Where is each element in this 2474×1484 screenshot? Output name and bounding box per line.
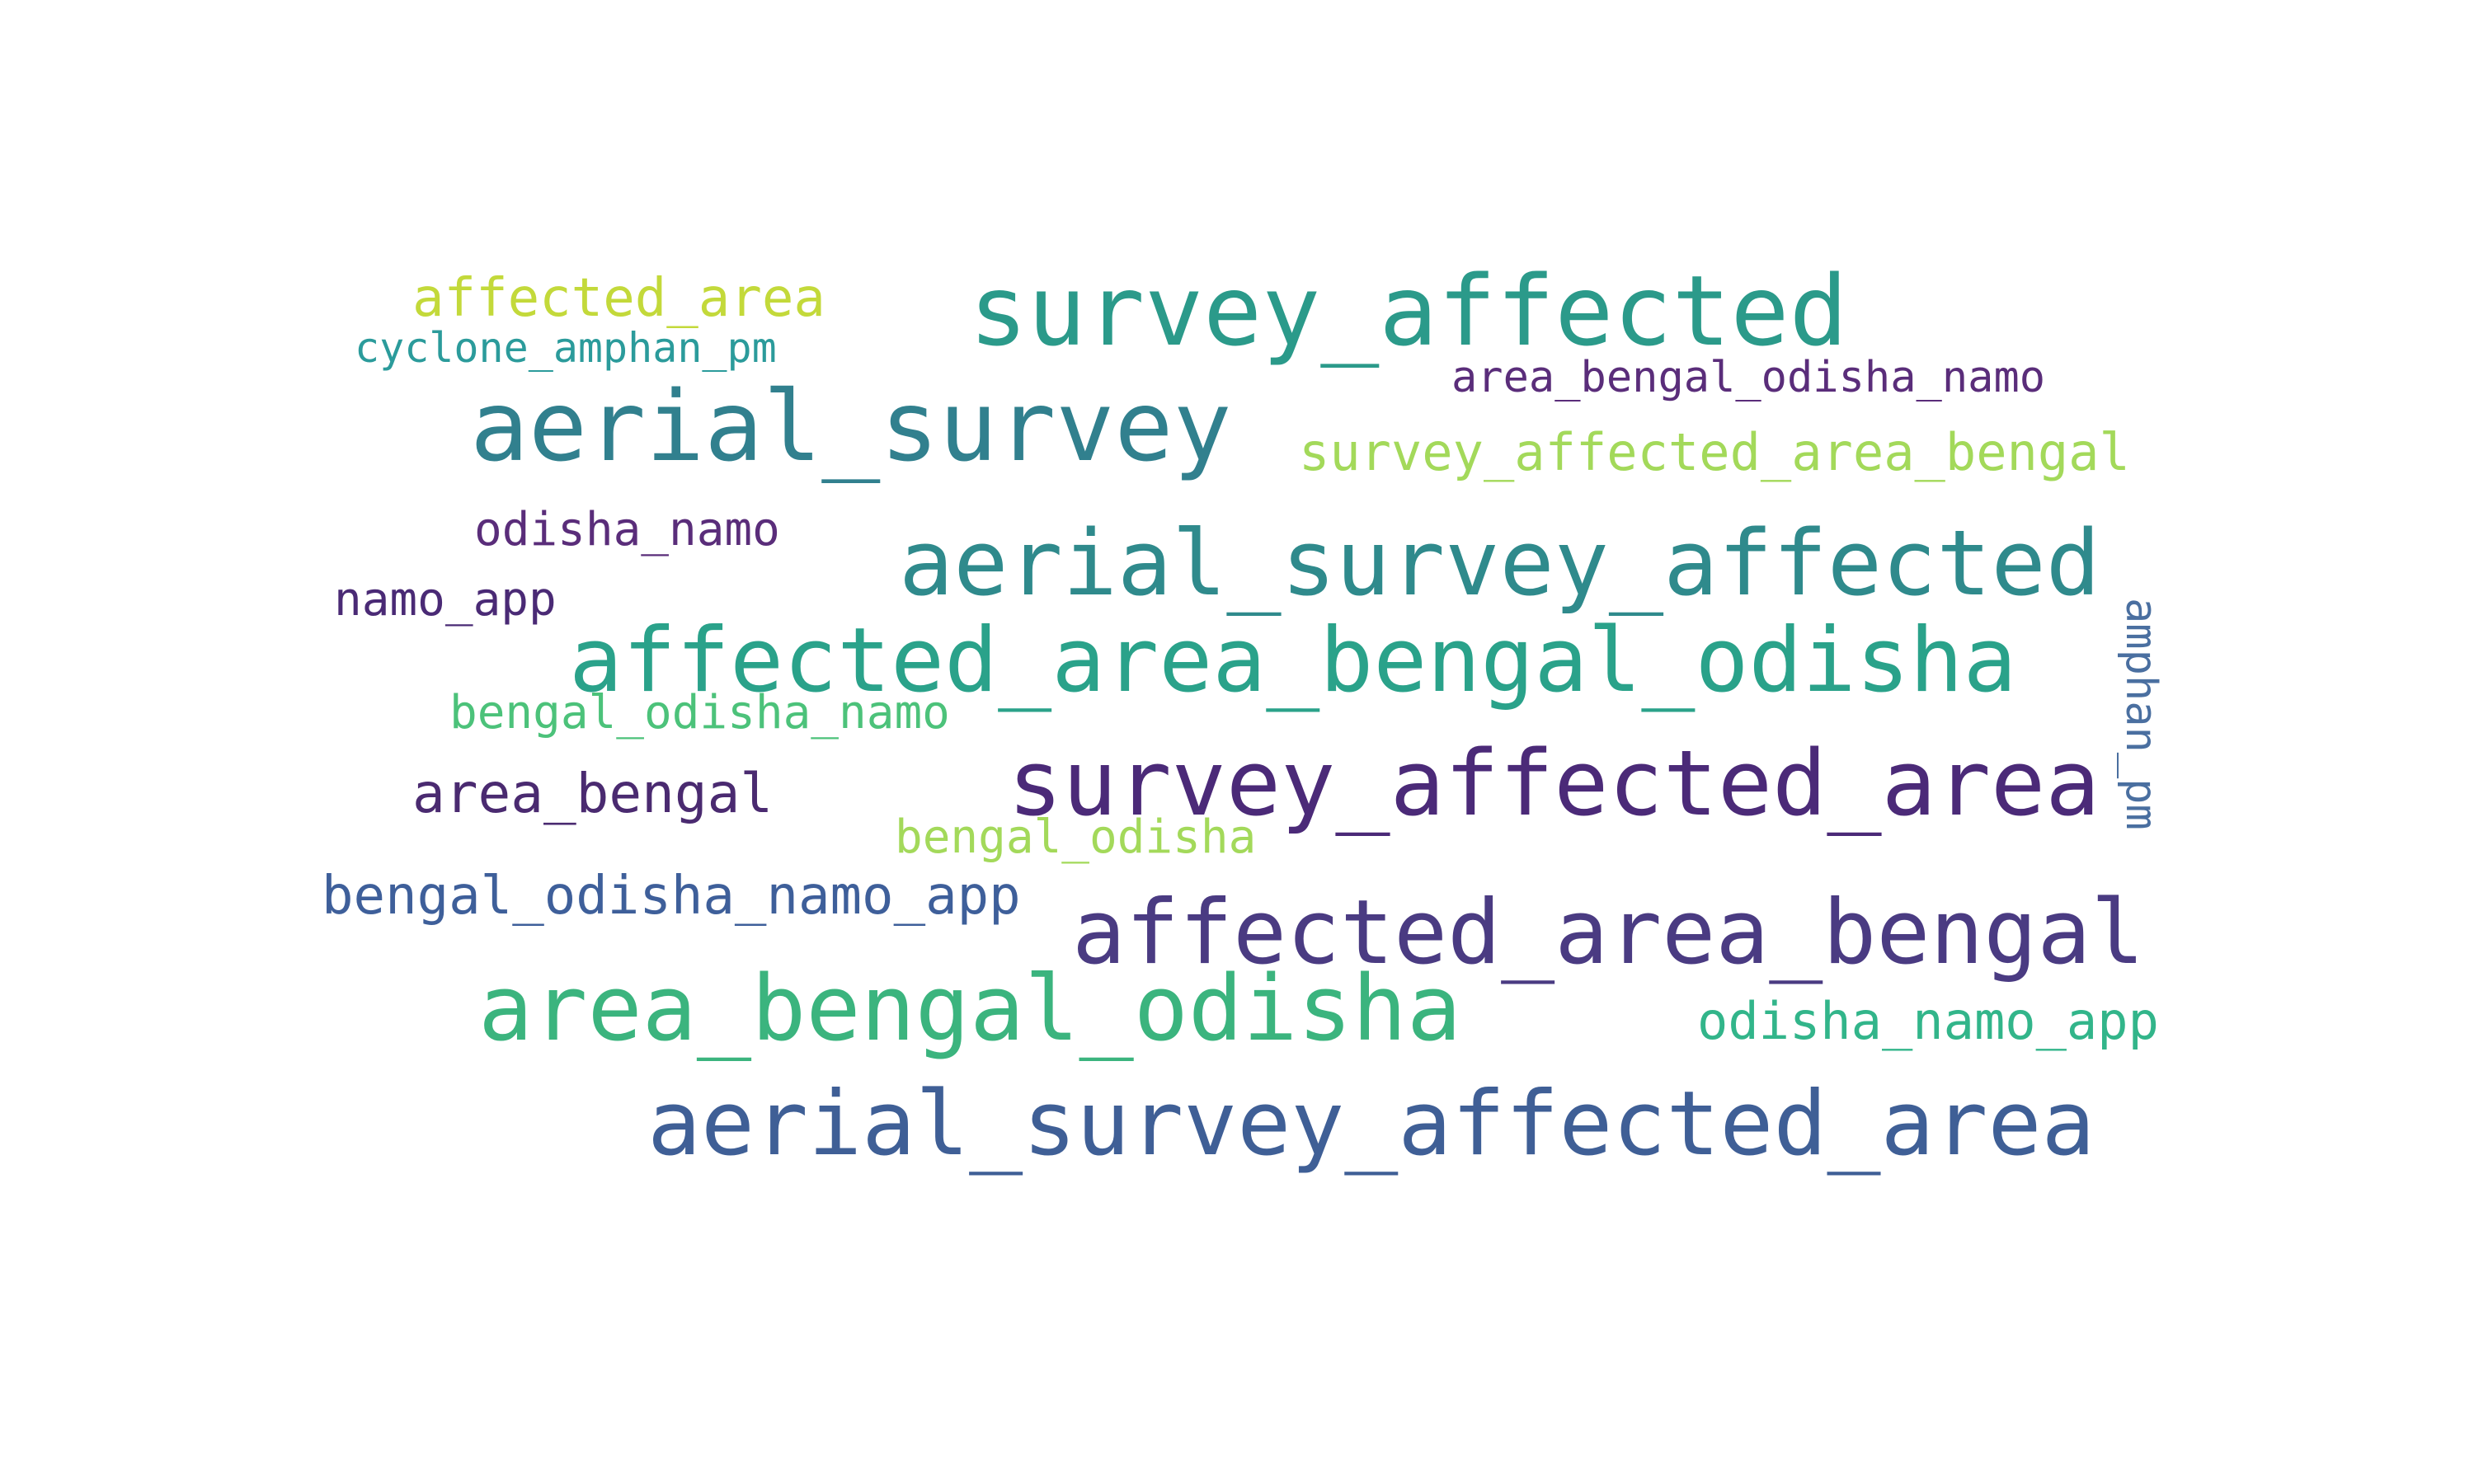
word-survey-affected: survey_affected <box>969 262 1848 359</box>
word-aerial-survey-affected-area: aerial_survey_affected_area <box>647 1080 2095 1169</box>
word-aerial-survey-affected: aerial_survey_affected <box>899 518 2100 608</box>
word-namo-app: namo_app <box>334 577 557 623</box>
word-aerial-survey: aerial_survey <box>470 378 1232 475</box>
word-area-bengal-odisha: area_bengal_odisha <box>478 963 1461 1054</box>
word-bengal-odisha-namo-app: bengal_odisha_namo_app <box>322 870 1021 923</box>
word-affected-area: affected_area <box>412 272 825 325</box>
word-survey-affected-area-bengal: survey_affected_area_bengal <box>1299 427 2130 478</box>
word-odisha-namo-app: odisha_namo_app <box>1697 996 2159 1047</box>
word-amphan-pm: amphan_pm <box>2119 598 2162 830</box>
word-bengal-odisha-namo: bengal_odisha_namo <box>449 690 950 736</box>
word-cyclone-amphan-pm: cyclone_amphan_pm <box>355 327 777 369</box>
word-bengal-odisha: bengal_odisha <box>895 815 1256 861</box>
word-odisha-namo: odisha_namo <box>474 507 780 553</box>
word-area-bengal: area_bengal <box>412 767 773 821</box>
word-area-bengal-odisha-namo: area_bengal_odisha_namo <box>1451 356 2045 399</box>
